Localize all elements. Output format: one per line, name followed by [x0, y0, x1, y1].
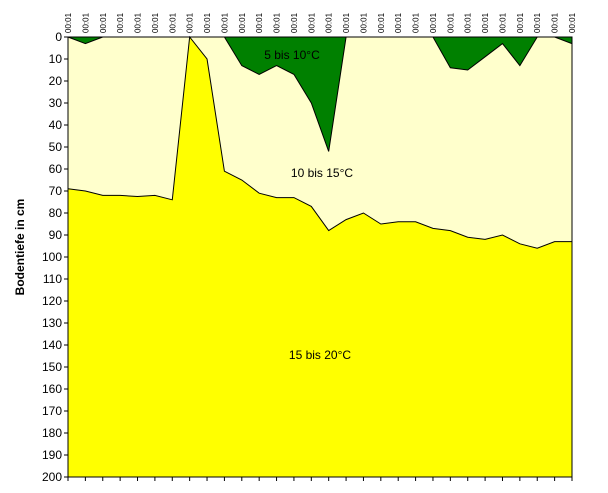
x-tick-label: 00:01 — [99, 12, 108, 33]
area-10-15 — [68, 37, 572, 249]
y-tick-label: 200 — [42, 470, 62, 484]
x-tick-label: 00:01 — [151, 12, 160, 33]
y-axis-title: Bodentiefe in cm — [13, 199, 27, 296]
x-tick-label: 00:01 — [168, 12, 177, 33]
y-tick-label: 60 — [49, 162, 63, 176]
x-tick-label: 00:01 — [551, 12, 560, 33]
x-tick-label: 00:01 — [134, 12, 143, 33]
x-tick-label: 00:01 — [325, 12, 334, 33]
y-tick-label: 150 — [42, 360, 62, 374]
x-tick-label: 00:01 — [394, 12, 403, 33]
x-tick-label: 00:01 — [377, 12, 386, 33]
x-tick-label: 00:01 — [533, 12, 542, 33]
x-tick-label: 00:01 — [273, 12, 282, 33]
y-tick-label: 50 — [49, 140, 63, 154]
x-tick-label: 00:01 — [342, 12, 351, 33]
x-tick-label: 00:01 — [412, 12, 421, 33]
y-tick-label: 130 — [42, 316, 62, 330]
zone-label-15-20: 15 bis 20°C — [289, 348, 352, 362]
y-tick-label: 40 — [49, 118, 63, 132]
y-tick-label: 90 — [49, 228, 63, 242]
x-tick-label: 00:01 — [307, 12, 316, 33]
x-tick-label: 00:01 — [481, 12, 490, 33]
y-tick-label: 0 — [55, 30, 62, 44]
x-tick-label: 00:01 — [255, 12, 264, 33]
x-tick-label: 00:01 — [429, 12, 438, 33]
x-tick-label: 00:01 — [359, 12, 368, 33]
area-15-20 — [68, 37, 572, 477]
y-tick-label: 80 — [49, 206, 63, 220]
area-5-10 — [68, 37, 572, 152]
y-tick-label: 140 — [42, 338, 62, 352]
x-tick-label: 00:01 — [290, 12, 299, 33]
y-axis-ticks: 0 10 20 30 40 50 60 70 80 90 100 110 120 130 140 150 160… — [42, 30, 68, 484]
y-tick-label: 180 — [42, 426, 62, 440]
y-tick-label: 190 — [42, 448, 62, 462]
y-tick-label: 20 — [49, 74, 63, 88]
zone-label-5-10: 5 bis 10°C — [264, 48, 320, 62]
x-tick-label: 00:01 — [116, 12, 125, 33]
x-tick-label: 00:01 — [498, 12, 507, 33]
x-tick-label: 00:01 — [203, 12, 212, 33]
y-tick-label: 120 — [42, 294, 62, 308]
x-tick-label: 00:01 — [446, 12, 455, 33]
y-tick-label: 30 — [49, 96, 63, 110]
y-tick-label: 100 — [42, 250, 62, 264]
y-tick-label: 160 — [42, 382, 62, 396]
y-tick-label: 70 — [49, 184, 63, 198]
area-fills — [68, 37, 572, 477]
y-tick-label: 110 — [43, 272, 62, 286]
y-tick-label: 170 — [42, 404, 62, 418]
x-tick-label: 00:01 — [220, 12, 229, 33]
x-tick-label: 00:01 — [186, 12, 195, 33]
x-tick-label: 00:01 — [238, 12, 247, 33]
x-tick-label: 00:01 — [64, 12, 73, 33]
x-tick-label: 00:01 — [516, 12, 525, 33]
x-tick-label: 00:01 — [464, 12, 473, 33]
zone-label-10-15: 10 bis 15°C — [291, 166, 354, 180]
line-15c-isotherm — [67, 35, 572, 249]
x-tick-label: 00:01 — [568, 12, 577, 33]
x-tick-label: 00:01 — [81, 12, 90, 33]
x-axis-ticks: 00:01 00:01 00:01 00:01 00:01 00:01 00:01 00:01… — [64, 12, 577, 481]
y-tick-label: 10 — [49, 52, 63, 66]
